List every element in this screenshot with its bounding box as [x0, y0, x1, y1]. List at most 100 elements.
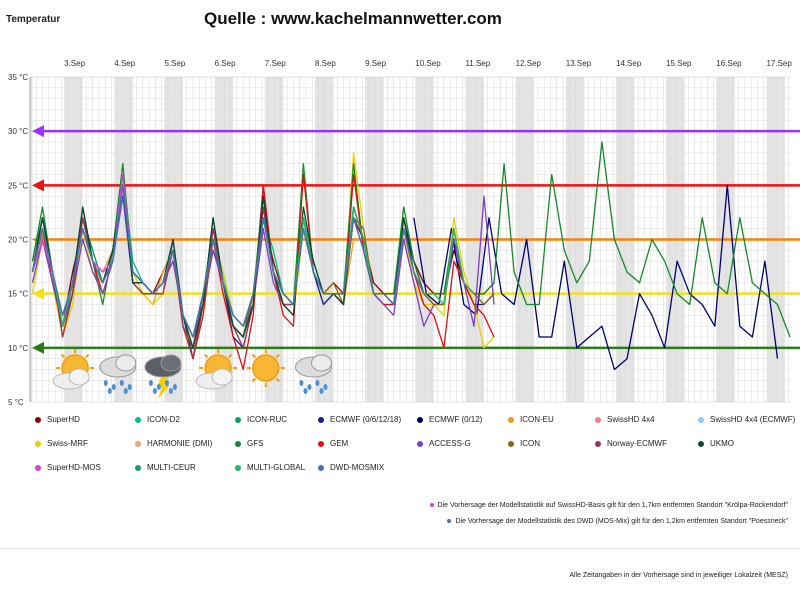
cloud-shape [211, 368, 233, 386]
x-tick-label: 11.Sep [465, 59, 490, 68]
cloud-shape [68, 368, 90, 386]
legend-label: Norway-ECMWF [607, 439, 667, 448]
x-axis-ticks: 3.Sep 4.Sep 5.Sep 6.Sep 7.Sep 8.Sep 9.Sep 10.Se… [64, 59, 792, 68]
sun-ray [275, 353, 280, 359]
legend-item: MULTI-GLOBAL [235, 463, 305, 472]
legend-dot [318, 416, 324, 423]
sun-cloud-icon [52, 349, 95, 390]
note-mosmix-text: Die Vorhersage der Modellstatistik des D… [455, 518, 788, 525]
legend-item: GFS [235, 439, 263, 448]
legend-dot [235, 440, 241, 447]
legend-dot [417, 416, 423, 423]
rain-drop [319, 388, 324, 394]
rain-drop [119, 380, 124, 386]
source-title: Quelle : www.kachelmannwetter.com [204, 9, 502, 28]
legend-dot [35, 440, 41, 447]
legend-dot [135, 464, 141, 471]
legend-item: ECMWF (0/6/12/18) [318, 415, 401, 424]
x-tick-label: 15.Sep [666, 59, 692, 68]
legend-item: SuperHD-MOS [35, 463, 101, 472]
legend-label: ICON-EU [520, 415, 554, 424]
legend-item: ECMWF (0/12) [417, 415, 482, 424]
y-tick-label: 10 °C [8, 344, 28, 353]
reference-arrow [32, 125, 44, 138]
legend-dot [35, 416, 41, 423]
series-lines [31, 141, 791, 371]
legend-label: ECMWF (0/12) [429, 415, 483, 424]
legend-item: MULTI-CEUR [135, 463, 196, 472]
x-tick-label: 10.Sep [415, 59, 441, 68]
note-swisshd-dot [429, 503, 434, 508]
x-tick-label: 7.Sep [265, 59, 286, 68]
cloud-shape [310, 354, 332, 372]
rain-drop [307, 384, 312, 390]
legend-item: SuperHD [35, 415, 80, 424]
sun-ray [203, 353, 209, 359]
y-tick-label: 20 °C [8, 236, 28, 245]
cloud-shape [115, 354, 137, 372]
x-tick-label: 6.Sep [215, 59, 236, 68]
reference-arrow [32, 341, 44, 354]
reference-arrow [32, 287, 44, 300]
x-tick-label: 12.Sep [516, 59, 542, 68]
note-swisshd: Die Vorhersage der Modellstatistik auf S… [429, 502, 788, 509]
legend-dot [35, 464, 41, 471]
x-tick-label: 13.Sep [566, 59, 592, 68]
legend-item: SwissHD 4x4 [595, 415, 655, 424]
series-line [31, 195, 495, 338]
x-tick-label: 17.Sep [766, 59, 792, 68]
rain-drop [152, 388, 157, 394]
cloud-shape [160, 354, 182, 372]
reference-arrow [32, 179, 44, 192]
legend-label: GFS [247, 439, 264, 448]
rain-drop [172, 384, 177, 390]
sun-ray [275, 377, 280, 383]
legend-item: Norway-ECMWF [595, 439, 667, 448]
legend-item: SwissHD 4x4 (ECMWF) [698, 415, 795, 424]
footer-divider [0, 548, 800, 549]
rain-drop [123, 388, 128, 394]
y-tick-label: 15 °C [8, 290, 28, 299]
rain-drop [127, 384, 132, 390]
legend-item: DWD-MOSMIX [318, 463, 384, 472]
sun-ray [251, 377, 256, 383]
rain-drop [103, 380, 108, 386]
legend-label: ACCESS-G [429, 439, 471, 448]
series-line [31, 184, 425, 338]
legend-label: UKMO [710, 439, 734, 448]
rain-drop [303, 388, 308, 394]
x-tick-label: 8.Sep [315, 59, 336, 68]
legend-item: ICON-RUC [235, 415, 287, 424]
legend-dot [318, 440, 324, 447]
legend-dot [698, 440, 704, 447]
legend-item: ICON [508, 439, 540, 448]
legend-item: UKMO [698, 439, 734, 448]
rain-drop [323, 384, 328, 390]
legend-dot [698, 416, 704, 423]
legend-item: ICON-D2 [135, 415, 180, 424]
sun-ray [61, 353, 66, 359]
legend-dot [235, 416, 241, 423]
legend-dot [595, 416, 601, 423]
legend-item: ICON-EU [508, 415, 554, 424]
x-tick-label: 3.Sep [64, 59, 85, 68]
legend-label: Swiss-MRF [47, 439, 88, 448]
legend-dot [135, 440, 141, 447]
legend-label: ICON [520, 439, 540, 448]
legend-label: ICON-D2 [147, 415, 180, 424]
lightning-bolt [156, 377, 170, 399]
rain-drop [164, 380, 169, 386]
legend-dot [508, 416, 514, 423]
y-axis-ticks: 35 °C 30 °C 25 °C 20 °C 15 °C 10 °C 5 °C [8, 73, 28, 407]
x-tick-label: 9.Sep [365, 59, 386, 68]
legend-item: GEM [318, 439, 348, 448]
x-tick-label: 16.Sep [716, 59, 742, 68]
y-axis-label: Temperatur [6, 14, 60, 25]
sun-shape [252, 354, 280, 382]
legend-item: HARMONIE (DMI) [135, 439, 212, 448]
cloud-rain-icon [99, 354, 137, 394]
cloud-rain-icon [294, 354, 332, 394]
note-swisshd-text: Die Vorhersage der Modellstatistik auf S… [437, 502, 788, 509]
x-tick-label: 4.Sep [114, 59, 135, 68]
sun-icon [246, 349, 285, 387]
